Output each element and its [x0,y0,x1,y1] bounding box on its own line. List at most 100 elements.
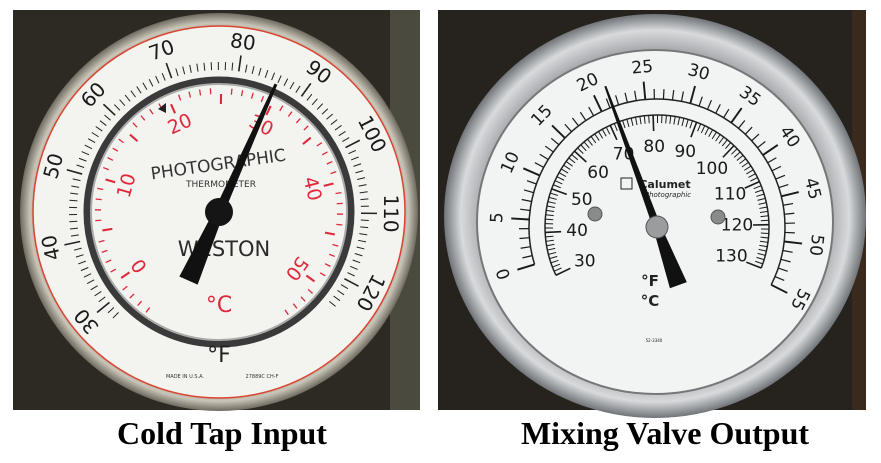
fahrenheit-tick [605,126,611,135]
fahrenheit-tick [759,210,768,214]
fahrenheit-tick [577,147,584,154]
fahrenheit-tick [733,151,741,158]
fahrenheit-tick [718,136,725,144]
celsius-tick [571,117,580,127]
gauge-subtitle: THERMOMETER [185,180,256,190]
celsius-tick [178,94,182,101]
fahrenheit-tick [338,130,346,137]
fahrenheit-tick [96,301,110,314]
fahrenheit-tick [755,260,763,265]
fahrenheit-tick [84,144,93,150]
celsius-tick [642,81,647,100]
celsius-tick [737,120,746,129]
fahrenheit-tick [697,123,702,132]
celsius-tick [526,180,537,185]
celsius-tick [120,271,131,279]
celsius-tick [145,307,151,313]
celsius-tick [324,231,336,236]
fahrenheit-tick [330,119,338,125]
fahrenheit-tick [594,133,600,141]
celsius-tick [103,166,110,171]
fahrenheit-tick [689,120,693,129]
fahrenheit-tick [340,284,349,290]
gauge-brand: Calumet [639,178,690,191]
fahrenheit-tick [78,157,87,162]
celsius-label: 25 [631,57,654,79]
celsius-tick [95,198,102,201]
fahrenheit-tick [741,161,749,168]
celsius-tick [520,246,531,249]
celsius-tick [775,174,786,180]
fahrenheit-tick [306,93,313,101]
fahrenheit-label: 50 [571,190,593,210]
fahrenheit-tick [756,256,765,261]
celsius-tick [98,239,105,243]
fahrenheit-tick [546,205,555,208]
fahrenheit-tick [358,239,367,243]
celsius-tick [593,94,603,112]
fahrenheit-tick [759,244,768,248]
fahrenheit-tick [352,259,361,264]
fahrenheit-tick [639,116,642,125]
reference-marker-icon [158,103,166,113]
needle [179,83,278,285]
fahrenheit-tick [358,184,367,187]
fahrenheit-tick [757,197,766,201]
celsius-tick [564,123,572,133]
fahrenheit-tick [271,72,276,81]
celsius-tick [511,217,530,221]
celsius-tick [324,263,331,267]
celsius-tick [519,237,530,240]
fahrenheit-tick [355,170,364,174]
fahrenheit-tick [652,115,655,132]
fahrenheit-tick [342,137,350,142]
fahrenheit-tick [189,64,192,73]
celsius-tick [615,95,620,106]
celsius-tick [326,160,333,165]
fahrenheit-tick [326,113,333,120]
fahrenheit-unit: °F [207,343,231,368]
fahrenheit-tick [553,184,561,189]
fahrenheit-tick [568,157,576,164]
celsius-tick [307,288,314,294]
screw-right [710,209,726,225]
fahrenheit-tick [601,129,607,137]
fahrenheit-tick [354,253,363,257]
fahrenheit-label: 90 [674,142,696,162]
fahrenheit-tick [590,136,597,144]
celsius-tick [101,249,108,253]
celsius-tick [132,122,138,128]
celsius-tick [778,183,789,189]
fahrenheit-tick [130,90,136,98]
fahrenheit-tick [757,252,766,256]
celsius-tick [579,111,587,121]
fahrenheit-tick [321,108,329,115]
fahrenheit-tick [283,78,289,86]
fahrenheit-tick [142,82,148,90]
fahrenheit-tick [549,255,558,260]
fahrenheit-tick [104,114,111,121]
fahrenheit-tick [565,161,573,167]
fahrenheit-tick [759,240,769,243]
fahrenheit-tick [334,125,342,131]
celsius-tick [335,191,342,195]
celsius-tick [680,91,684,102]
fahrenheit-tick [556,176,565,181]
fahrenheit-tick [99,120,107,126]
celsius-tick [323,182,334,187]
fahrenheit-tick [203,62,206,71]
calumet-logo-icon [620,177,633,190]
fahrenheit-tick [551,188,568,196]
fahrenheit-tick [264,70,269,78]
fahrenheit-tick [643,115,646,124]
fahrenheit-tick [760,215,769,218]
fahrenheit-tick [64,240,81,246]
fahrenheit-tick [148,79,154,87]
fahrenheit-label: 80 [643,137,665,157]
fahrenheit-tick [574,150,587,163]
fahrenheit-tick [583,141,590,149]
caption-cold-tap-input: Cold Tap Input [117,415,327,451]
celsius-tick [520,208,531,212]
fahrenheit-tick [329,300,336,307]
